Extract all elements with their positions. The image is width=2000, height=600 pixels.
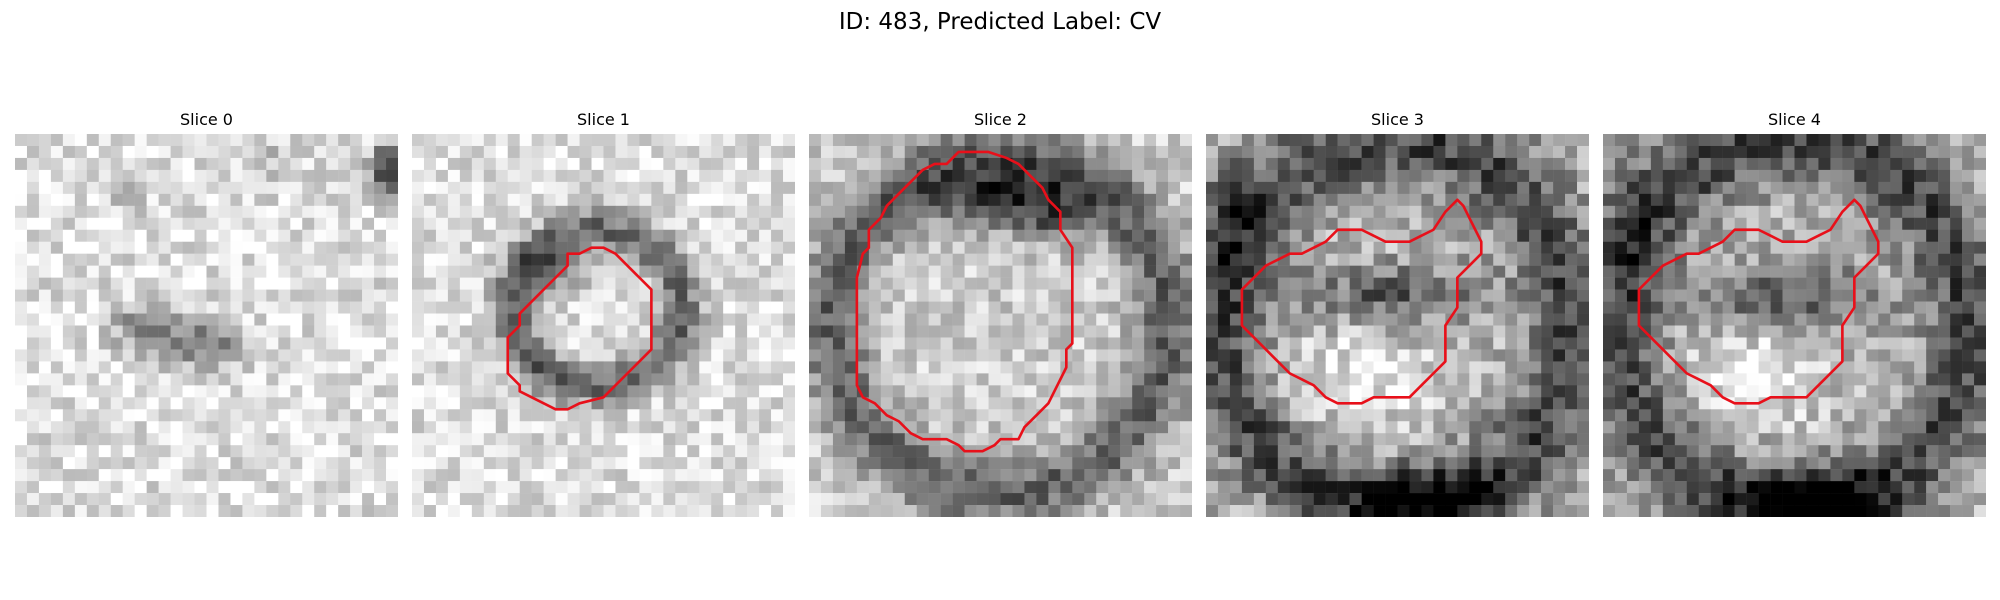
slice-panel-2: Slice 2	[809, 110, 1192, 517]
slice-panel-3: Slice 3	[1206, 110, 1589, 517]
slice-title: Slice 1	[577, 110, 630, 129]
slice-title: Slice 2	[974, 110, 1027, 129]
slice-image	[1603, 134, 1986, 517]
slice-image	[1206, 134, 1589, 517]
slice-title: Slice 0	[180, 110, 233, 129]
segmentation-contour	[506, 246, 653, 411]
slice-title: Slice 4	[1768, 110, 1821, 129]
slice-title: Slice 3	[1371, 110, 1424, 129]
figure-title: ID: 483, Predicted Label: CV	[838, 9, 1162, 35]
slice-panel-4: Slice 4	[1603, 110, 1986, 517]
segmentation-contour	[855, 150, 1074, 453]
slice-image	[809, 134, 1192, 517]
segmentation-contour	[1240, 198, 1483, 405]
slice-panel-0: Slice 0	[15, 110, 398, 517]
slice-image	[412, 134, 795, 517]
segmentation-contour	[1637, 198, 1880, 405]
slice-panel-1: Slice 1	[412, 110, 795, 517]
slice-image	[15, 134, 398, 517]
